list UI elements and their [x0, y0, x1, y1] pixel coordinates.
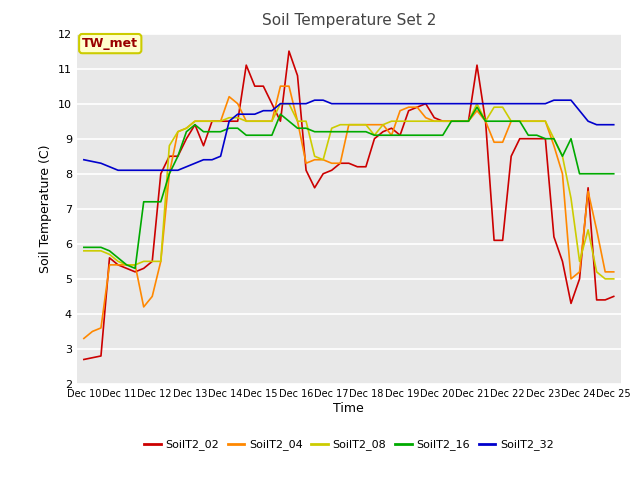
Title: Soil Temperature Set 2: Soil Temperature Set 2 [262, 13, 436, 28]
X-axis label: Time: Time [333, 402, 364, 415]
Text: TW_met: TW_met [82, 37, 138, 50]
Y-axis label: Soil Temperature (C): Soil Temperature (C) [39, 144, 52, 273]
Legend: SoilT2_02, SoilT2_04, SoilT2_08, SoilT2_16, SoilT2_32: SoilT2_02, SoilT2_04, SoilT2_08, SoilT2_… [140, 435, 558, 455]
